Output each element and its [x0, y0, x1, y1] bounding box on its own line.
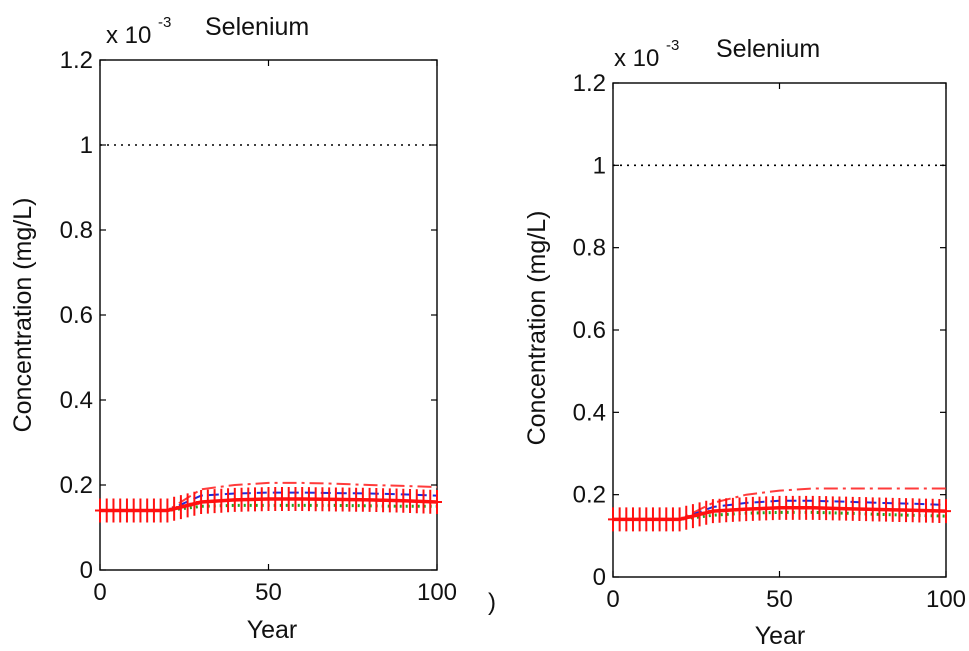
left-chart-y-axis-label: Concentration (mg/L) — [9, 198, 37, 433]
right-chart-series-line-1 — [613, 499, 947, 521]
left-chart-series-line-0 — [100, 481, 438, 512]
right-chart-y-axis-label: Concentration (mg/L) — [523, 211, 551, 446]
right-chart-series-marker-3 — [681, 505, 692, 530]
right-chart-xtick-label: 100 — [926, 586, 966, 613]
right-chart-series — [608, 164, 951, 532]
left-chart-series-line-1 — [100, 491, 438, 512]
right-chart-series-line-2 — [613, 510, 947, 521]
left-chart-xtick-label: 100 — [417, 579, 457, 606]
left-chart-ytick-label: 0.4 — [60, 387, 93, 414]
left-chart-ytick-label: 0.6 — [60, 302, 93, 329]
left-chart-series-marker-3 — [189, 491, 200, 516]
left-chart-series-marker-3 — [169, 496, 180, 521]
left-chart-ytick-label: 0.2 — [60, 472, 93, 499]
left-chart-multiplier-exponent: -3 — [158, 14, 171, 31]
right-chart-xtick-label: 0 — [606, 586, 619, 613]
right-chart-ytick-label: 0.4 — [573, 399, 606, 426]
right-chart-series-marker-3 — [687, 504, 698, 529]
right-chart-ticks: 0 0.2 0.4 0.6 0.8 1 1.2 0 50 100 — [573, 70, 966, 613]
left-chart-series-marker-3 — [432, 490, 442, 514]
right-chart-x-axis-label: Year — [755, 622, 806, 650]
right-chart-series-marker-3 — [701, 500, 712, 525]
right-chart-series-marker-3 — [941, 499, 951, 524]
stray-parenthesis: ) — [488, 589, 496, 616]
left-chart-ytick-label: 0.8 — [60, 217, 93, 244]
left-chart: 0 0.2 0.4 0.6 0.8 1 1.2 0 50 100 Selenium x 10 -3… — [9, 13, 457, 644]
left-chart-ytick-label: 1 — [80, 132, 93, 159]
right-chart-multiplier-exponent: -3 — [666, 37, 679, 54]
left-chart-ytick-label: 0 — [80, 557, 93, 584]
left-chart-x-axis-label: Year — [247, 616, 298, 644]
right-chart-ytick-label: 0.8 — [573, 235, 606, 262]
right-chart-series-marker-3 — [674, 507, 685, 532]
right-chart-ytick-label: 1 — [593, 152, 606, 179]
right-chart-ytick-label: 0.2 — [573, 482, 606, 509]
left-chart-series-line-2 — [100, 503, 437, 512]
left-chart-ticks: 0 0.2 0.4 0.6 0.8 1 1.2 0 50 100 — [60, 47, 457, 606]
left-chart-series-marker-3 — [182, 493, 193, 518]
left-chart-series-marker-3 — [162, 498, 173, 523]
right-chart: 0 0.2 0.4 0.6 0.8 1 1.2 0 50 100 Selenium x 10 -3… — [523, 35, 966, 650]
right-chart-series-line-0 — [613, 487, 946, 521]
left-chart-series-marker-3 — [175, 495, 186, 520]
left-chart-title: Selenium — [205, 13, 309, 41]
left-chart-ytick-label: 1.2 — [60, 47, 93, 74]
right-chart-multiplier: x 10 — [614, 45, 659, 72]
left-chart-xtick-label: 50 — [255, 579, 282, 606]
left-chart-series — [95, 144, 442, 523]
left-chart-multiplier: x 10 — [106, 22, 151, 49]
left-chart-xtick-label: 0 — [93, 579, 106, 606]
right-chart-xtick-label: 50 — [766, 586, 793, 613]
right-chart-ytick-label: 1.2 — [573, 70, 606, 97]
right-chart-ytick-label: 0.6 — [573, 317, 606, 344]
right-chart-series-marker-3 — [694, 502, 705, 527]
right-chart-ytick-label: 0 — [593, 564, 606, 591]
right-chart-title: Selenium — [716, 35, 820, 63]
